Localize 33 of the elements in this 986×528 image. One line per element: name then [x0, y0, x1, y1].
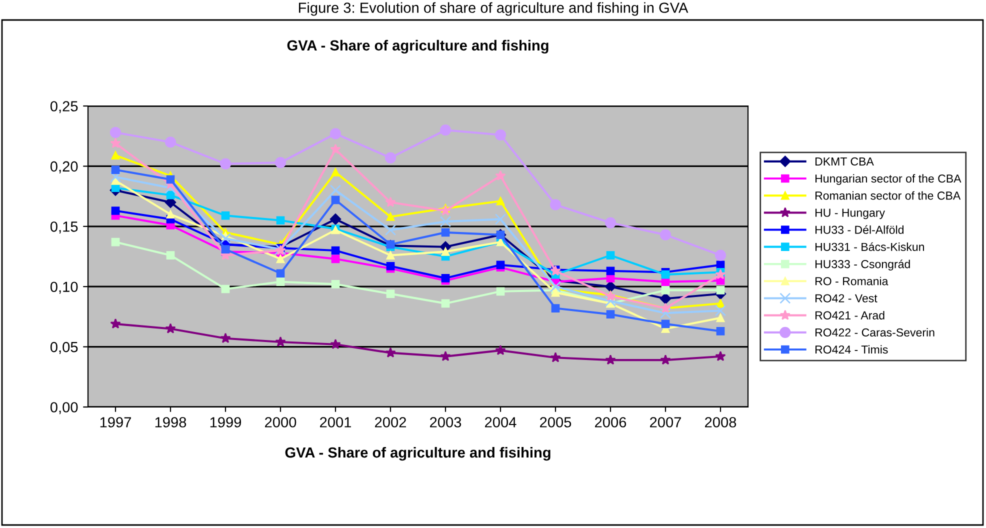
x-tick-label: 2001: [320, 417, 352, 428]
x-axis-title: GVA - Share of agriculture and fisihing: [285, 446, 550, 461]
y-tick-label: 0,25: [50, 101, 78, 114]
y-tick-label: 0,00: [50, 402, 78, 414]
x-tick-label: 2003: [430, 417, 462, 428]
legend-label: HU33 - Dél-Alföld: [815, 225, 904, 234]
y-tick-label: 0,05: [50, 342, 78, 354]
legend-label: RO424 - Timis: [815, 345, 888, 354]
x-tick-label: 2000: [265, 417, 296, 428]
legend-label: HU333 - Csongrád: [815, 260, 910, 270]
chart-title: GVA - Share of agriculture and fishing: [287, 40, 548, 54]
chart-subtitle: Figure 3: Evolution of share of agriculture and fishing in GVA: [298, 2, 688, 16]
x-tick-label: 2005: [540, 417, 572, 428]
x-tick-label: 2004: [485, 417, 516, 428]
x-tick-label: 2007: [650, 417, 681, 428]
y-tick-label: 0,20: [50, 161, 78, 174]
legend-label: Romanian sector of the CBA: [815, 191, 961, 200]
legend-label: RO42 - Vest: [815, 294, 878, 302]
legend-label: RO422 - Caras-Severin: [815, 328, 934, 337]
x-tick-label: 1999: [210, 417, 242, 428]
legend-label: RO421 - Arad: [815, 310, 884, 320]
y-tick-label: 0,10: [50, 282, 78, 294]
x-tick-label: 1997: [100, 417, 131, 428]
x-tick-label: 1998: [155, 417, 186, 428]
y-tick-label: 0,15: [50, 222, 78, 234]
legend-label: Hungarian sector of the CBA: [815, 174, 962, 185]
legend-label: DKMT CBA: [815, 157, 874, 166]
legend-label: RO - Romania: [815, 276, 888, 286]
x-tick-label: 2002: [375, 417, 406, 428]
x-tick-label: 2008: [705, 417, 736, 428]
legend-label: HU331 - Bács-Kiskun: [815, 242, 924, 251]
legend-label: HU - Hungary: [815, 208, 885, 220]
x-tick-label: 2006: [595, 417, 626, 428]
